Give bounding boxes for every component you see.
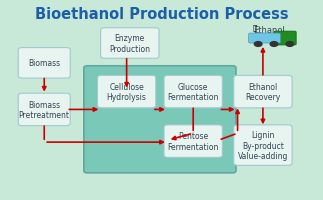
Text: Bioethanol Production Process: Bioethanol Production Process xyxy=(35,7,288,22)
Text: Pentose
Fermentation: Pentose Fermentation xyxy=(168,132,219,151)
Text: Biomass: Biomass xyxy=(28,59,60,68)
Text: Biomass
Pretreatment: Biomass Pretreatment xyxy=(19,100,70,120)
FancyBboxPatch shape xyxy=(249,34,280,44)
Text: 💧: 💧 xyxy=(253,25,257,31)
FancyBboxPatch shape xyxy=(18,48,70,79)
FancyBboxPatch shape xyxy=(234,76,292,108)
FancyBboxPatch shape xyxy=(98,76,156,108)
FancyBboxPatch shape xyxy=(101,29,159,59)
Text: Glucose
Fermentation: Glucose Fermentation xyxy=(168,82,219,102)
FancyBboxPatch shape xyxy=(164,125,222,158)
Text: Ethanol: Ethanol xyxy=(253,26,285,35)
FancyBboxPatch shape xyxy=(274,32,296,46)
Text: Cellulose
Hydrolysis: Cellulose Hydrolysis xyxy=(107,82,147,102)
FancyBboxPatch shape xyxy=(164,76,222,108)
FancyBboxPatch shape xyxy=(234,125,292,165)
FancyBboxPatch shape xyxy=(84,66,236,173)
Text: Ethanol
Recovery: Ethanol Recovery xyxy=(245,82,281,102)
Circle shape xyxy=(286,42,294,47)
Circle shape xyxy=(270,42,278,47)
Circle shape xyxy=(254,42,262,47)
FancyBboxPatch shape xyxy=(18,94,70,126)
Text: Lignin
By-product
Value-adding: Lignin By-product Value-adding xyxy=(238,131,288,160)
Text: Enzyme
Production: Enzyme Production xyxy=(109,34,150,53)
